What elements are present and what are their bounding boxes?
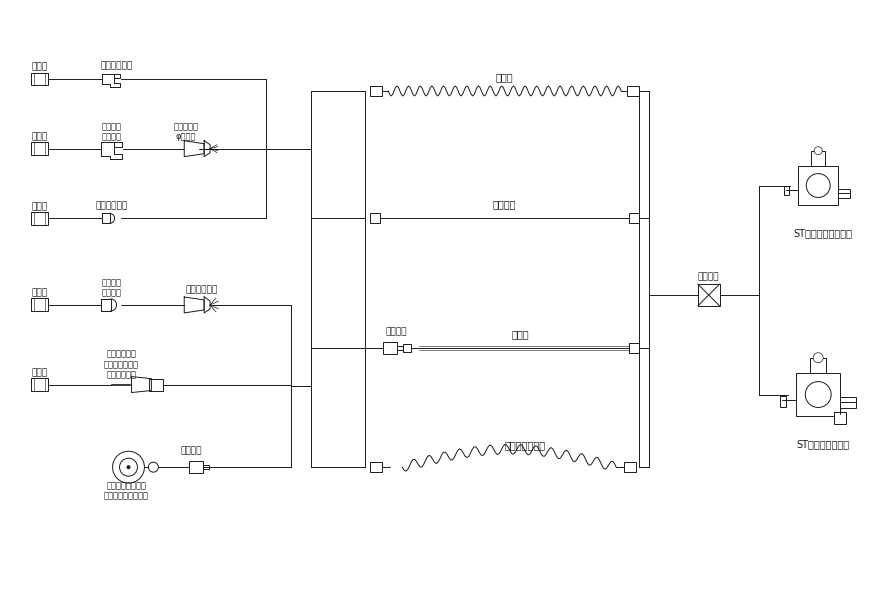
- Bar: [780, 396, 786, 408]
- Circle shape: [812, 353, 822, 363]
- Text: 広角平吹
キャップ: 広角平吹 キャップ: [102, 122, 121, 141]
- Bar: [628, 343, 638, 353]
- Circle shape: [113, 451, 144, 483]
- Polygon shape: [204, 141, 210, 157]
- Bar: [403, 344, 411, 352]
- Bar: [397, 346, 403, 350]
- Circle shape: [813, 147, 821, 155]
- Bar: [837, 188, 849, 198]
- Polygon shape: [111, 299, 116, 311]
- Text: フレキシブル管: フレキシブル管: [503, 441, 545, 450]
- Text: アダプタ: アダプタ: [180, 447, 202, 456]
- Bar: [839, 396, 855, 408]
- Bar: [624, 462, 635, 472]
- Text: アダプタ: アダプタ: [697, 273, 719, 282]
- Text: ST－１０シリーズ: ST－１０シリーズ: [796, 439, 849, 449]
- Bar: [628, 213, 638, 223]
- Polygon shape: [149, 379, 163, 391]
- Text: 広角丸吹
キャップ: 広角丸吹 キャップ: [102, 279, 121, 297]
- Circle shape: [804, 382, 830, 408]
- Text: 軟質銅管: 軟質銅管: [493, 200, 516, 210]
- Text: ３Ｐヘッドセット
（細丸吹、線引き）: ３Ｐヘッドセット （細丸吹、線引き）: [104, 481, 149, 501]
- Bar: [370, 213, 380, 223]
- Polygon shape: [204, 297, 210, 313]
- Polygon shape: [100, 142, 121, 158]
- Bar: [811, 151, 824, 166]
- Text: ナット: ナット: [32, 202, 48, 211]
- Text: ナット: ナット: [32, 62, 48, 72]
- Circle shape: [148, 462, 159, 472]
- Polygon shape: [102, 213, 110, 223]
- Text: 標準ノズル
φ１．０: 標準ノズル φ１．０: [174, 122, 198, 141]
- Circle shape: [127, 465, 130, 469]
- Polygon shape: [113, 142, 121, 147]
- Text: らせんノズル: らせんノズル: [185, 286, 217, 294]
- Bar: [203, 465, 209, 469]
- Bar: [31, 299, 49, 312]
- Polygon shape: [100, 299, 111, 311]
- Bar: [796, 373, 839, 416]
- Bar: [370, 86, 382, 96]
- Polygon shape: [131, 376, 152, 392]
- Text: 平吹キャップ: 平吹キャップ: [100, 62, 133, 71]
- Polygon shape: [184, 141, 204, 157]
- Bar: [833, 412, 845, 425]
- Text: 蛇腹管: 蛇腹管: [495, 72, 513, 82]
- Text: 真鍮管: 真鍮管: [511, 329, 529, 339]
- Circle shape: [805, 174, 829, 197]
- Text: ST－５，６シリーズ: ST－５，６シリーズ: [793, 229, 851, 239]
- Bar: [189, 461, 203, 473]
- Text: ナット: ナット: [32, 289, 48, 297]
- Bar: [383, 342, 397, 354]
- Polygon shape: [102, 74, 120, 87]
- Bar: [31, 212, 49, 225]
- Bar: [783, 186, 789, 196]
- Polygon shape: [110, 213, 114, 223]
- Bar: [31, 142, 49, 155]
- Bar: [370, 462, 382, 472]
- Bar: [31, 378, 49, 391]
- Text: ナット: ナット: [32, 133, 48, 141]
- Bar: [797, 166, 837, 206]
- Text: ロングノズル
キャップセット
（針ノズル）: ロングノズル キャップセット （針ノズル）: [104, 350, 139, 379]
- Text: アダプタ: アダプタ: [385, 327, 407, 336]
- Polygon shape: [184, 297, 204, 313]
- Text: 丸吹キャップ: 丸吹キャップ: [96, 201, 128, 210]
- Bar: [697, 284, 719, 306]
- Bar: [626, 86, 638, 96]
- Text: ナット: ナット: [32, 368, 48, 377]
- Polygon shape: [113, 74, 120, 78]
- Circle shape: [120, 458, 137, 476]
- Bar: [31, 72, 49, 85]
- Bar: [809, 358, 825, 373]
